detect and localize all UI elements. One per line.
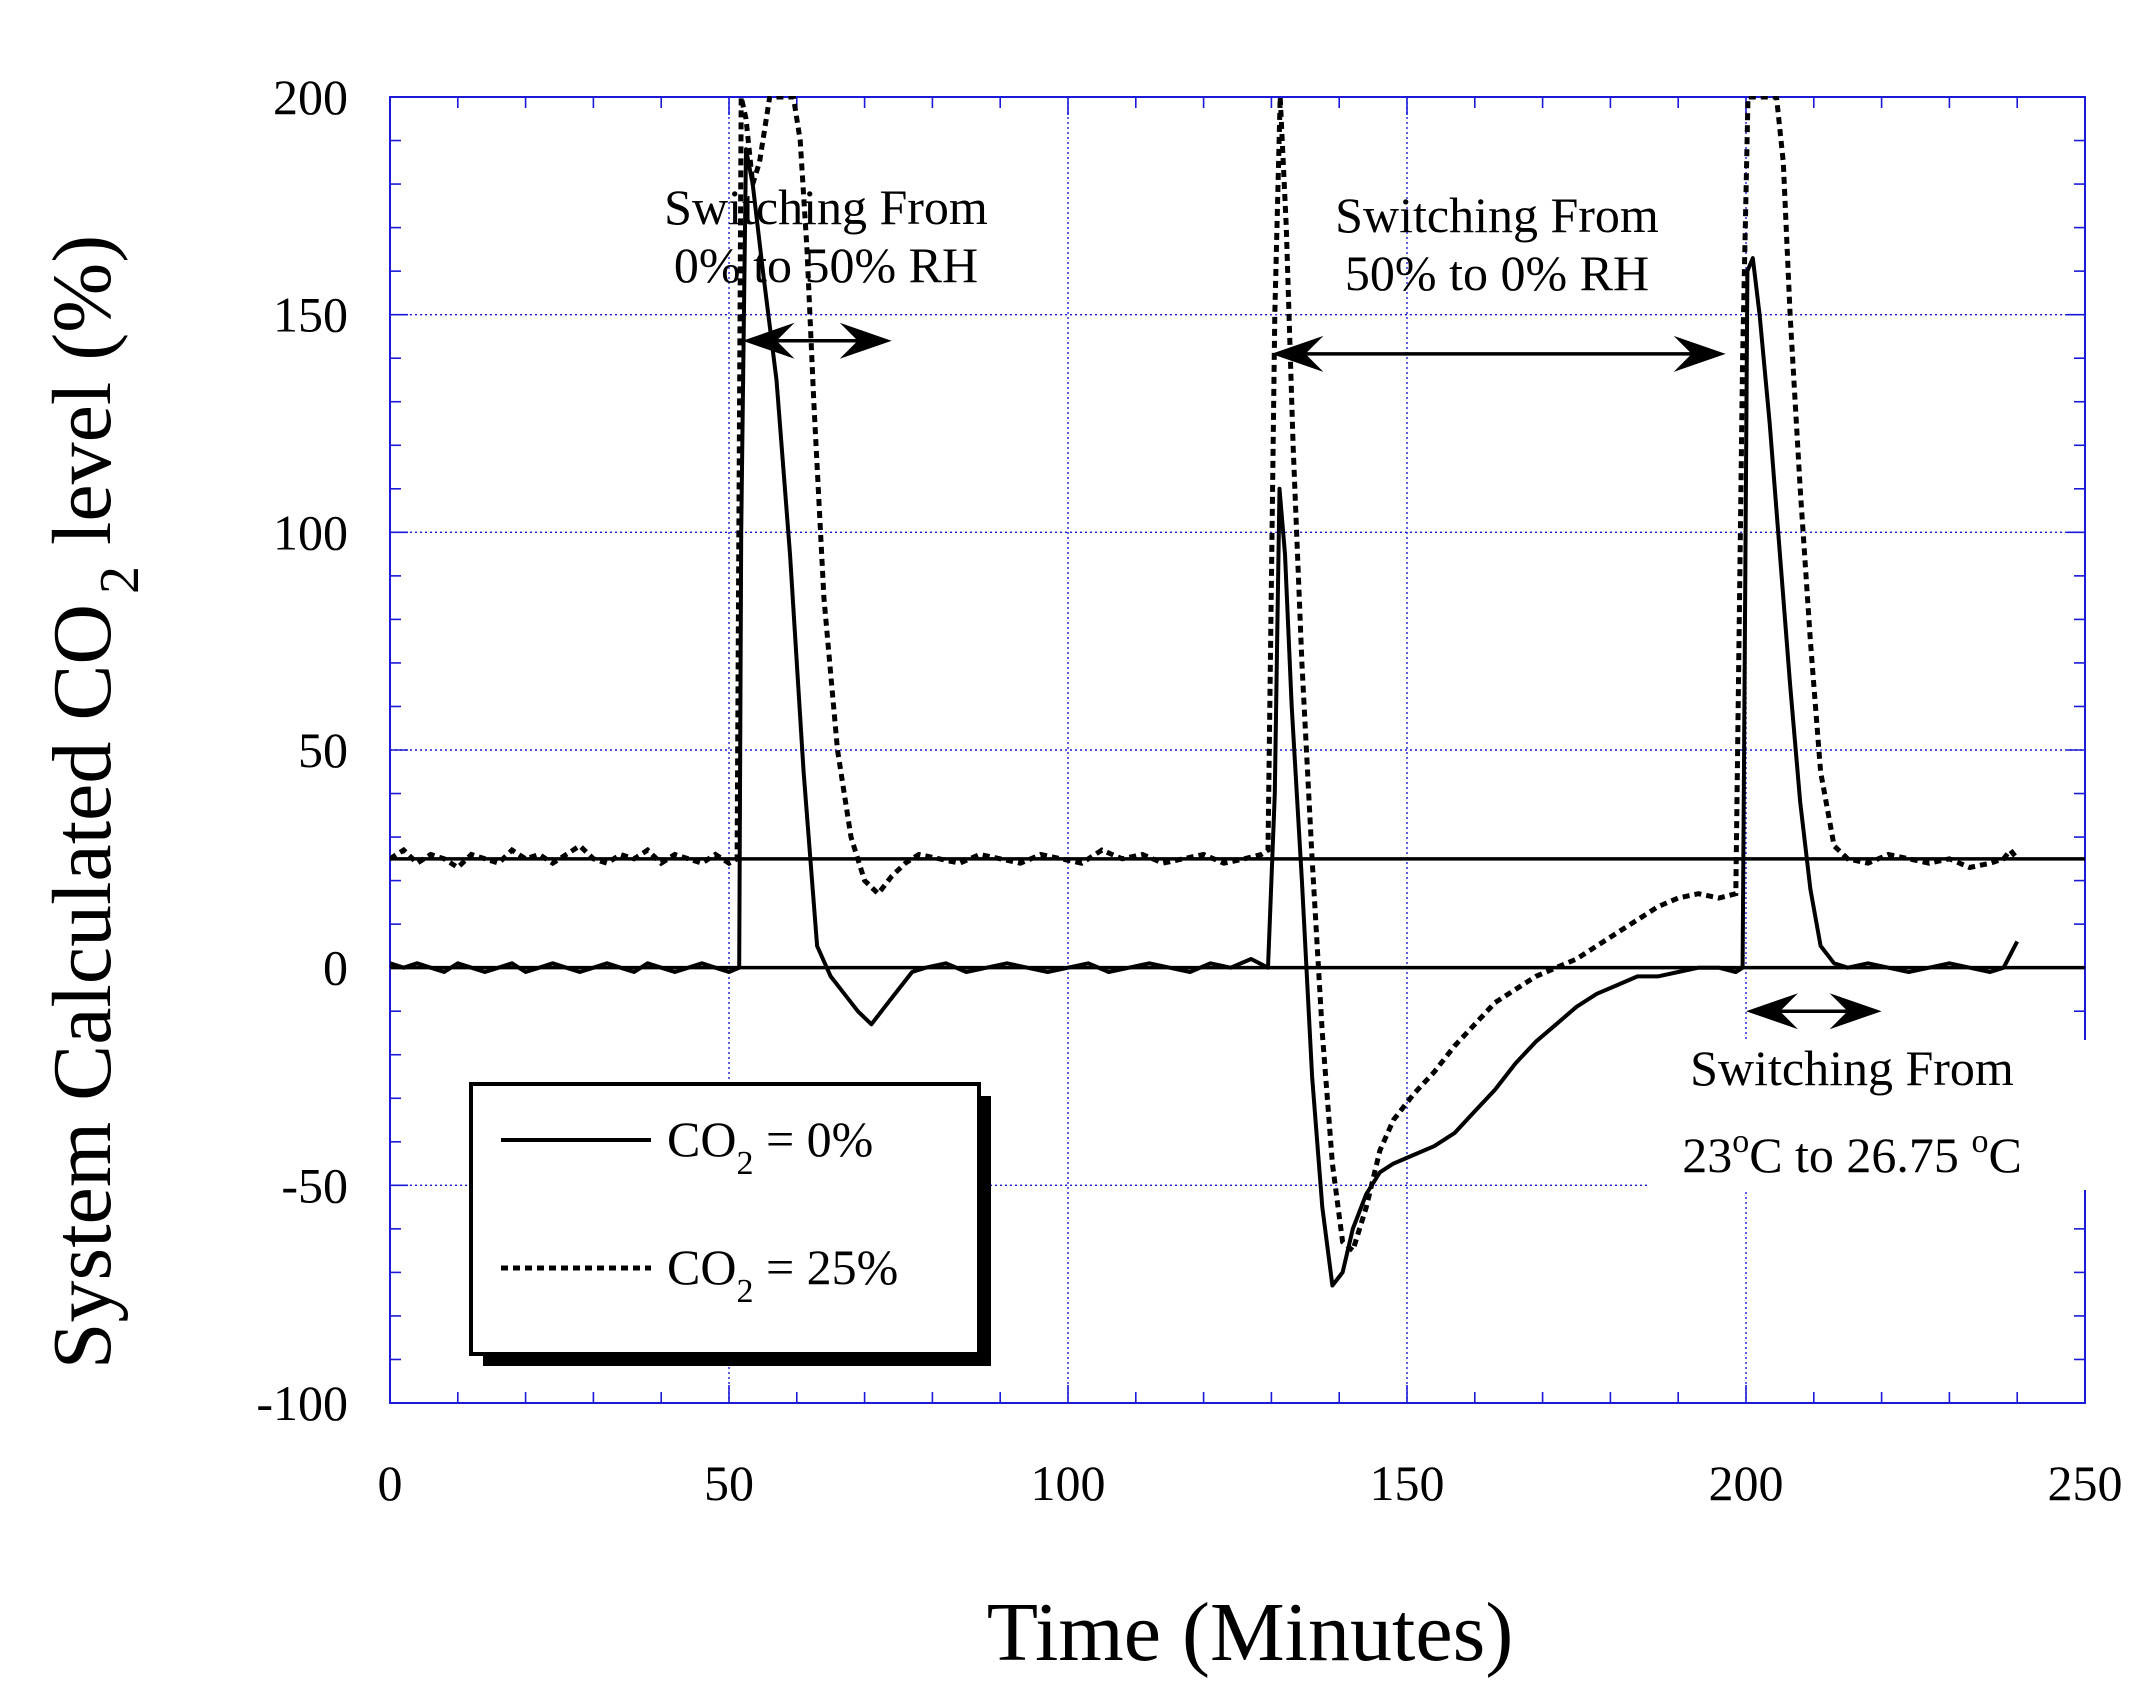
arrow-rh-down-head-left (1271, 335, 1324, 372)
y-axis-title-suffix: level (%) (36, 235, 129, 566)
legend: CO2 = 0% CO2 = 25% (469, 1082, 991, 1366)
annotation-rh-down-line-2: 50% to 0% RH (1345, 245, 1649, 301)
y-tick-label-150: 150 (273, 287, 348, 343)
annotation-rh-down: Switching From 50% to 0% RH (1335, 187, 1659, 301)
y-tick-labels: 200 150 100 50 0 -50 -100 (256, 69, 348, 1431)
x-tick-label-50: 50 (704, 1455, 754, 1511)
legend-label-co2-0-sub: 2 (736, 1145, 753, 1182)
annotation-rh-up-line-1: Switching From (664, 179, 988, 235)
legend-box (469, 1082, 981, 1356)
arrow-temp-head-left (1746, 993, 1798, 1030)
y-axis-title-prefix: System Calculated CO (36, 604, 129, 1369)
annotation-temp-line-2: 23oC to 26.75 oC (1682, 1123, 2022, 1183)
plot-frame (389, 96, 2086, 1404)
annotation-temp-backdrop (1650, 1040, 2090, 1190)
annotation-temp-line-1: Switching From (1690, 1040, 2014, 1096)
x-tick-label-250: 250 (2048, 1455, 2123, 1511)
x-tick-label-200: 200 (1709, 1455, 1784, 1511)
y-axis-title-subscript: 2 (89, 566, 151, 594)
legend-label-co2-0-prefix: CO (667, 1111, 736, 1167)
legend-label-co2-0-suffix: = 0% (753, 1111, 873, 1167)
temp-end-degree: o (1971, 1123, 1988, 1160)
temp-start-degree: o (1732, 1123, 1749, 1160)
arrow-rh-down (1271, 335, 1726, 372)
temp-middle: C to 26.75 (1749, 1127, 1971, 1183)
arrow-temp (1746, 993, 1882, 1030)
legend-label-co2-25: CO2 = 25% (667, 1239, 898, 1310)
x-tick-label-0: 0 (378, 1455, 403, 1511)
x-tick-label-100: 100 (1031, 1455, 1106, 1511)
x-axis-title: Time (Minutes) (987, 1586, 1514, 1679)
arrows-layer (742, 322, 1882, 1030)
legend-label-co2-25-suffix: = 25% (753, 1239, 898, 1295)
legend-label-co2-25-prefix: CO (667, 1239, 736, 1295)
arrow-rh-up-head-right (839, 322, 892, 359)
y-axis-title: System Calculated CO 2 level (%) (36, 235, 151, 1369)
y-tick-label-200: 200 (273, 69, 348, 125)
annotation-rh-up: Switching From 0% to 50% RH (664, 179, 988, 293)
arrow-rh-up-head-left (742, 322, 795, 359)
arrow-rh-down-head-right (1673, 335, 1726, 372)
y-axis-title-group: System Calculated CO 2 level (%) (36, 235, 151, 1369)
annotation-temp: Switching From 23oC to 26.75 oC (1650, 1040, 2090, 1190)
temp-end: C (1988, 1127, 2021, 1183)
x-tick-labels: 0 50 100 150 200 250 (378, 1455, 2123, 1511)
temp-start: 23 (1682, 1127, 1732, 1183)
arrow-temp-head-right (1829, 993, 1882, 1030)
x-tick-label-150: 150 (1370, 1455, 1445, 1511)
annotation-rh-up-line-2: 0% to 50% RH (674, 237, 978, 293)
y-tick-label-100: 100 (273, 504, 348, 560)
arrow-rh-up (742, 322, 892, 359)
y-tick-label-0: 0 (323, 940, 348, 996)
legend-label-co2-0: CO2 = 0% (667, 1111, 873, 1182)
legend-label-co2-25-sub: 2 (736, 1273, 753, 1310)
y-tick-label-50: 50 (298, 722, 348, 778)
y-tick-label--50: -50 (281, 1157, 348, 1213)
series-layer (390, 96, 2020, 1288)
y-tick-label--100: -100 (256, 1375, 348, 1431)
annotation-rh-down-line-1: Switching From (1335, 187, 1659, 243)
series-line-co2-25 (390, 96, 2020, 1255)
series-line-co2-0 (390, 147, 2019, 1288)
minor-ticks (389, 96, 2086, 1404)
